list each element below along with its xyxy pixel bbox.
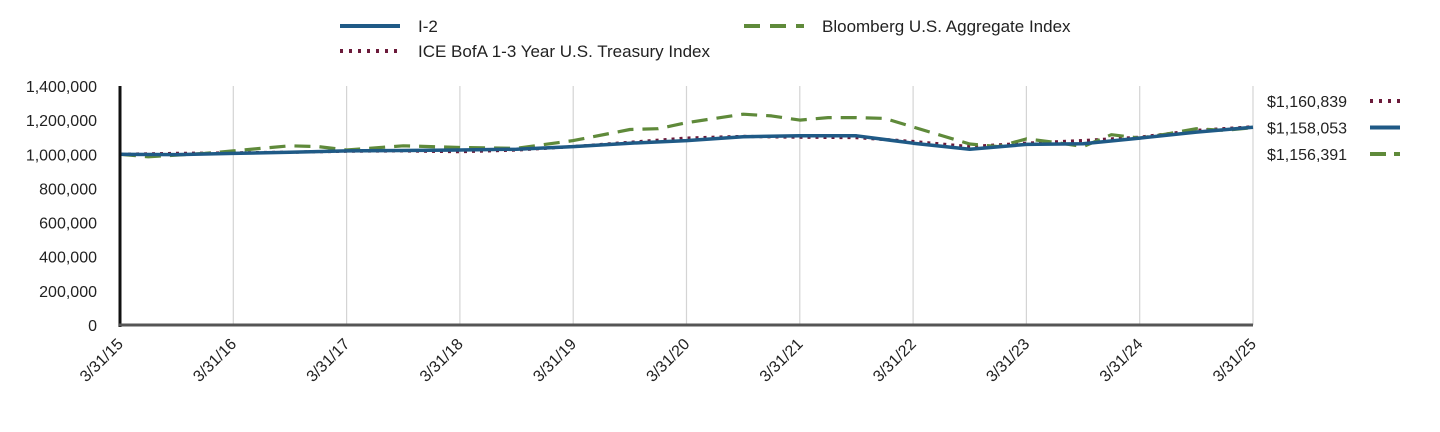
- axes: [118, 86, 1253, 327]
- x-tick-label: 3/31/18: [417, 336, 467, 386]
- x-tick-label: 3/31/16: [190, 336, 240, 386]
- end-label: $1,156,391: [1267, 147, 1347, 164]
- legend: I-2 ICE BofA 1-3 Year U.S. Treasury Index…: [340, 17, 1071, 61]
- y-tick-labels: 0 200,000 400,000 600,000 800,000 1,000,000 1,…: [26, 79, 97, 335]
- series-line-1: [119, 125, 1254, 157]
- series-layer: [119, 112, 1254, 159]
- y-tick-label: 1,200,000: [26, 113, 97, 130]
- x-tick-labels: 3/31/15 3/31/16 3/31/17 3/31/18 3/31/19 3/31/…: [77, 336, 1260, 386]
- y-tick-label: 200,000: [39, 284, 97, 301]
- y-tick-label: 800,000: [39, 181, 97, 198]
- x-tick-label: 3/31/23: [983, 336, 1033, 386]
- x-tick-label: 3/31/17: [304, 336, 354, 386]
- legend-label: ICE BofA 1-3 Year U.S. Treasury Index: [418, 42, 710, 61]
- end-label: $1,160,839: [1267, 94, 1347, 111]
- y-tick-label: 0: [88, 318, 97, 335]
- grid-lines: [232, 86, 1254, 325]
- x-tick-label: 3/31/21: [757, 336, 807, 386]
- y-tick-label: 1,400,000: [26, 79, 97, 96]
- x-tick-label: 3/31/15: [77, 336, 127, 386]
- x-tick-label: 3/31/20: [644, 336, 694, 386]
- end-labels: $1,160,839 $1,158,053 $1,156,391: [1267, 94, 1400, 164]
- y-tick-label: 600,000: [39, 216, 97, 233]
- series-line-2: [119, 125, 1254, 156]
- end-label: $1,158,053: [1267, 121, 1347, 138]
- x-tick-label: 3/31/22: [870, 336, 920, 386]
- x-tick-label: 3/31/24: [1097, 336, 1147, 386]
- legend-label: I-2: [418, 17, 438, 36]
- legend-label: Bloomberg U.S. Aggregate Index: [822, 17, 1071, 36]
- x-tick-label: 3/31/19: [530, 336, 580, 386]
- y-tick-label: 400,000: [39, 250, 97, 267]
- x-tick-label: 3/31/25: [1210, 336, 1260, 386]
- y-tick-label: 1,000,000: [26, 147, 97, 164]
